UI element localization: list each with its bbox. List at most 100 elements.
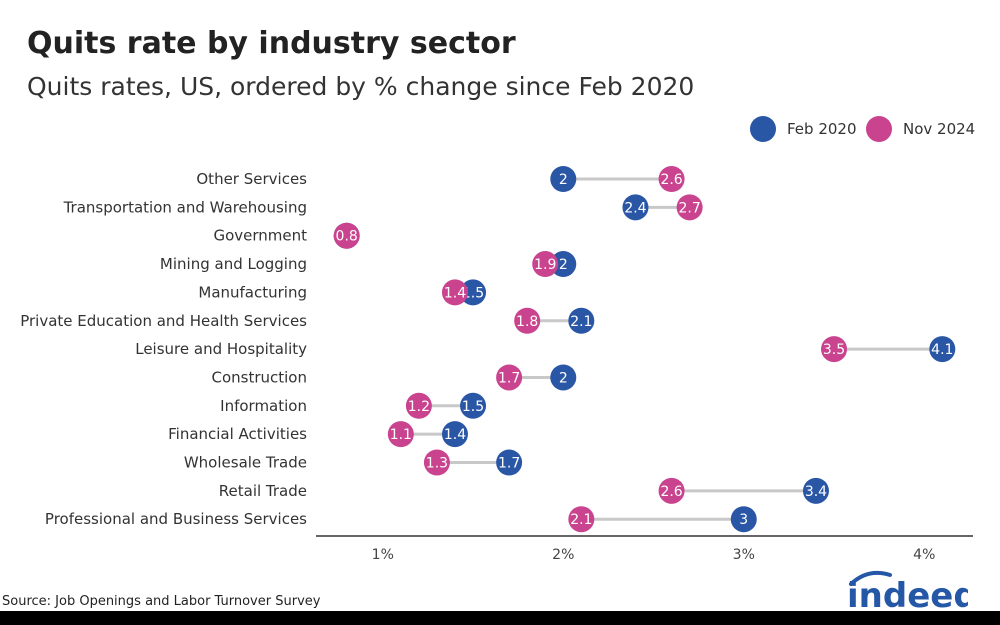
chart-title: Quits rate by industry sector: [27, 26, 516, 61]
category-label-transportation-and-warehousing: Transportation and Warehousing: [63, 198, 307, 216]
legend-item-nov: Nov 2024: [866, 116, 975, 142]
nov-point-transportation-and-warehousing: 2.7: [676, 194, 703, 221]
feb-dot: [550, 166, 577, 192]
legend-label: Nov 2024: [903, 120, 975, 138]
nov-point-government: 0.8: [333, 222, 360, 249]
feb-point-private-education-and-health-services: 2.1: [568, 307, 595, 334]
category-label-mining-and-logging: Mining and Logging: [160, 255, 307, 273]
nov-dot: [333, 222, 360, 249]
nov-point-leisure-and-hospitality: 3.5: [821, 336, 848, 363]
legend: Feb 2020 Nov 2024: [750, 116, 975, 142]
nov-point-financial-activities: 1.1: [387, 421, 414, 448]
nov-value-label: 2.7: [678, 200, 700, 216]
feb-point-wholesale-trade: 1.7: [496, 449, 523, 476]
category-label-information: Information: [220, 397, 307, 415]
feb-point-retail-trade: 3.4: [802, 477, 829, 504]
feb-value-label: 2: [559, 370, 568, 386]
feb-value-label: 1.4: [444, 427, 466, 443]
nov-dot: [676, 194, 703, 221]
category-label-manufacturing: Manufacturing: [198, 283, 307, 301]
nov-value-label: 1.2: [408, 399, 430, 415]
nov-point-professional-and-business-services: 2.1: [568, 506, 595, 533]
feb-dot: [568, 307, 595, 334]
feb-value-label: 4.1: [931, 342, 953, 358]
feb-dot: [496, 449, 523, 476]
feb-point-information: 1.5: [460, 392, 487, 419]
nov-dot: [658, 166, 685, 192]
feb-value-label: 1.5: [462, 399, 484, 415]
nov-point-other-services: 2.6: [658, 166, 685, 192]
feb-point-leisure-and-hospitality: 4.1: [929, 336, 956, 363]
nov-value-label: 0.8: [336, 229, 358, 245]
nov-point-private-education-and-health-services: 1.8: [514, 307, 541, 334]
nov-value-label: 1.4: [444, 285, 466, 301]
feb-value-label: 2: [559, 172, 568, 188]
feb-value-label: 3: [739, 512, 748, 528]
feb-value-label: 2.4: [624, 200, 646, 216]
feb-value-label: 2.1: [570, 314, 592, 330]
dumbbell-chart: Feb 2020 Nov 2024 Other Services Transport…: [20, 116, 975, 563]
nov-value-label: 1.3: [426, 456, 448, 472]
category-label-leisure-and-hospitality: Leisure and Hospitality: [135, 340, 307, 358]
nov-point-wholesale-trade: 1.3: [423, 449, 450, 476]
feb-dot: [460, 392, 487, 419]
nov-dot: [441, 279, 468, 306]
category-label-professional-and-business-services: Professional and Business Services: [45, 510, 307, 528]
nov-value-label: 1.9: [534, 257, 556, 273]
nov-dot: [423, 449, 450, 476]
source-note: Source: Job Openings and Labor Turnover …: [2, 594, 321, 609]
category-label-financial-activities: Financial Activities: [168, 425, 307, 443]
nov-value-label: 2.6: [660, 172, 682, 188]
logo-text: indeed: [847, 576, 968, 612]
x-tick-label: 3%: [733, 547, 755, 563]
nov-dot: [514, 307, 541, 334]
feb-value-label: 3.4: [805, 484, 827, 500]
nov-dot: [387, 421, 414, 448]
category-label-government: Government: [213, 227, 307, 245]
bottom-bar: [0, 611, 1000, 625]
feb-value-label: 1.7: [498, 456, 520, 472]
feb-point-financial-activities: 1.4: [441, 421, 468, 448]
nov-value-label: 3.5: [823, 342, 845, 358]
nov-value-label: 1.1: [390, 427, 412, 443]
nov-point-construction: 1.7: [496, 364, 523, 391]
feb-point-other-services: 2: [550, 166, 577, 192]
nov-dot: [658, 477, 685, 504]
feb-point-construction: 2: [550, 364, 577, 391]
feb-dot: [929, 336, 956, 363]
y-axis-labels: Other Services Transportation and Warehou…: [20, 170, 307, 528]
category-label-private-education-and-health-services: Private Education and Health Services: [20, 312, 307, 330]
chart-subtitle: Quits rates, US, ordered by % change sin…: [27, 72, 695, 101]
feb-point-transportation-and-warehousing: 2.4: [622, 194, 649, 221]
feb-dot: [802, 477, 829, 504]
feb-point-professional-and-business-services: 3: [730, 506, 757, 533]
x-tick-label: 1%: [372, 547, 394, 563]
feb-point-manufacturing: 1.5: [460, 279, 487, 306]
feb-dot: [730, 506, 757, 533]
nov-point-manufacturing: 1.4: [441, 279, 468, 306]
nov-value-label: 2.6: [660, 484, 682, 500]
feb-point-mining-and-logging: 2: [550, 251, 577, 278]
nov-dot: [821, 336, 848, 363]
x-tick-label: 2%: [552, 547, 574, 563]
nov-dot: [405, 392, 432, 419]
x-axis: 1% 2% 3% 4%: [316, 535, 973, 563]
legend-swatch: [750, 116, 776, 142]
category-label-other-services: Other Services: [196, 170, 307, 188]
nov-point-retail-trade: 2.6: [658, 477, 685, 504]
nov-value-label: 2.1: [570, 512, 592, 528]
nov-point-information: 1.2: [405, 392, 432, 419]
feb-dot: [460, 279, 487, 306]
feb-dot: [550, 364, 577, 391]
feb-dot: [441, 421, 468, 448]
nov-dot: [496, 364, 523, 391]
category-label-retail-trade: Retail Trade: [219, 482, 307, 500]
indeed-logo: indeed: [847, 570, 968, 612]
legend-label: Feb 2020: [787, 120, 857, 138]
nov-value-label: 1.7: [498, 370, 520, 386]
feb-dot: [550, 251, 577, 278]
nov-value-label: 1.8: [516, 314, 538, 330]
data-points: 22.62.42.70.80.821.91.51.42.11.84.13.521…: [333, 166, 956, 533]
category-label-wholesale-trade: Wholesale Trade: [184, 454, 307, 472]
x-tick-label: 4%: [913, 547, 935, 563]
